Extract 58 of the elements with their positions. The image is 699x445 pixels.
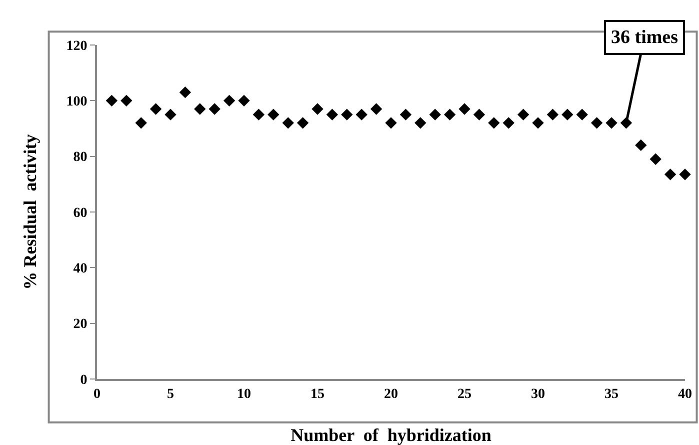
x-axis-title: Number of hybridization xyxy=(290,425,492,445)
y-tick-label: 80 xyxy=(73,150,88,166)
point xyxy=(341,108,353,120)
point xyxy=(238,94,250,107)
point xyxy=(179,86,192,98)
x-tick-label: 5 xyxy=(167,386,174,402)
point xyxy=(356,108,368,120)
point xyxy=(576,108,588,120)
point xyxy=(312,103,324,115)
x-tick-label: 0 xyxy=(94,386,100,402)
y-tick-label: 120 xyxy=(66,38,88,54)
point xyxy=(370,103,382,115)
point xyxy=(150,103,162,115)
point xyxy=(208,103,220,115)
annotation: 36 times xyxy=(611,27,678,48)
point xyxy=(458,103,470,115)
y-tick-label: 60 xyxy=(73,206,88,221)
point xyxy=(606,117,618,129)
point xyxy=(444,108,456,120)
point xyxy=(488,117,500,129)
point xyxy=(429,108,441,120)
point xyxy=(679,168,691,180)
point xyxy=(664,168,676,180)
x-tick-label: 35 xyxy=(604,386,618,402)
point xyxy=(414,117,426,129)
point xyxy=(546,108,559,120)
point xyxy=(562,108,574,120)
x-tick-label: 10 xyxy=(237,386,251,402)
y-tick-label: 20 xyxy=(73,317,88,332)
point xyxy=(532,117,544,129)
point xyxy=(326,108,338,120)
point xyxy=(268,108,280,120)
y-tick-label: 0 xyxy=(80,372,88,388)
x-tick-label: 15 xyxy=(310,386,324,402)
x-tick-label: 25 xyxy=(458,386,472,402)
point xyxy=(106,94,118,107)
point xyxy=(502,117,514,129)
point xyxy=(400,108,412,120)
y-tick-label: 40 xyxy=(73,262,88,277)
x-tick-label: 20 xyxy=(384,386,398,402)
point xyxy=(223,94,236,107)
point xyxy=(164,108,176,120)
y-axis-title: % Residual activity xyxy=(20,134,40,290)
point xyxy=(282,117,294,129)
point xyxy=(517,108,530,120)
y-tick-label: 100 xyxy=(66,94,88,110)
point xyxy=(590,117,603,129)
point xyxy=(194,103,206,115)
x-tick-label: 30 xyxy=(531,386,545,402)
point xyxy=(385,117,397,129)
x-tick-label: 40 xyxy=(678,386,692,402)
point xyxy=(135,117,147,129)
point xyxy=(252,108,265,120)
point xyxy=(473,108,486,120)
point xyxy=(296,117,309,129)
point xyxy=(120,94,132,107)
point xyxy=(650,153,662,165)
point xyxy=(635,139,647,152)
